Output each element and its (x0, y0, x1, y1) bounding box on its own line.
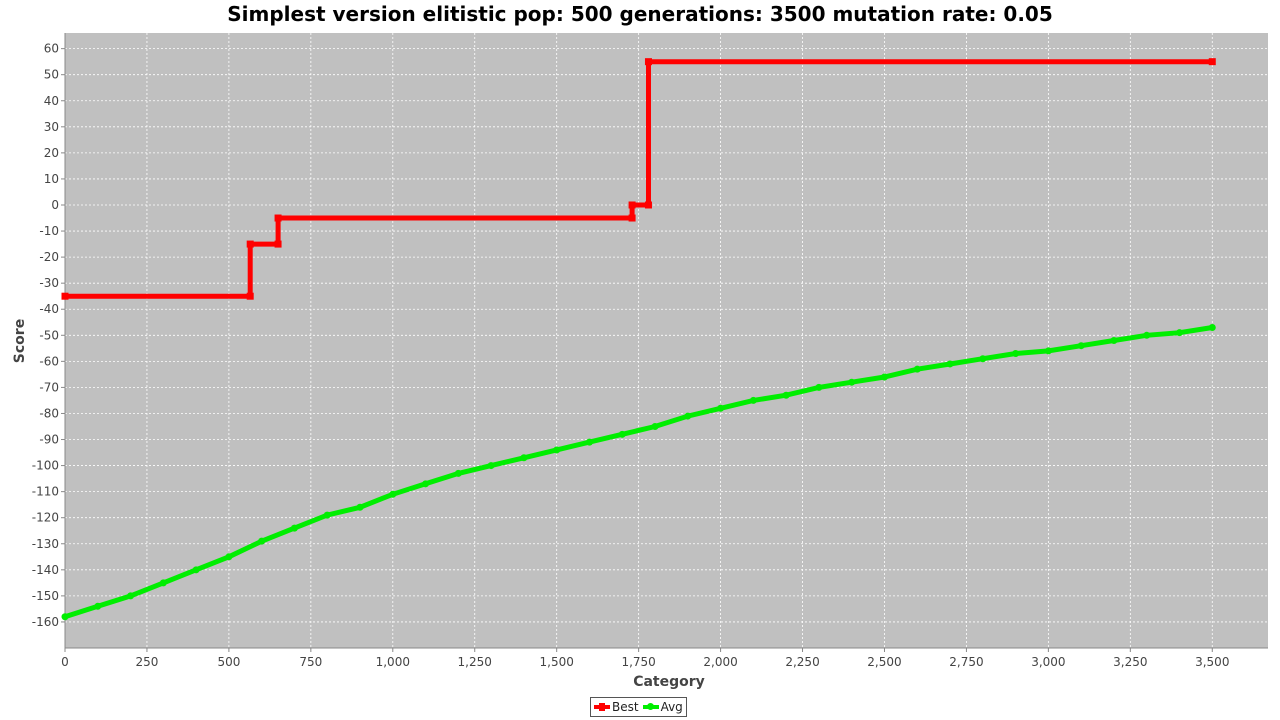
data-point-avg (94, 602, 102, 610)
data-point-avg (159, 579, 167, 587)
data-point-avg (422, 480, 430, 488)
legend-item-avg: Avg (642, 700, 683, 714)
data-point-best (274, 240, 282, 248)
y-tick-label: -120 (32, 511, 59, 525)
data-point-avg (454, 469, 462, 477)
x-tick-label: 250 (135, 655, 158, 669)
data-point-avg (717, 404, 725, 412)
y-tick-label: -130 (32, 537, 59, 551)
data-point-avg (127, 592, 135, 600)
data-point-avg (323, 511, 331, 519)
data-point-avg (1110, 337, 1118, 344)
y-tick-label: 10 (44, 172, 59, 186)
y-tick-label: -30 (39, 276, 59, 290)
y-tick-label: -60 (39, 354, 59, 368)
x-tick-label: 1,500 (540, 655, 574, 669)
y-axis-label: Score (12, 319, 28, 363)
y-tick-label: -20 (39, 250, 59, 264)
y-tick-label: -140 (32, 563, 59, 577)
x-tick-label: 3,500 (1195, 655, 1229, 669)
x-axis-label: Category (633, 674, 705, 690)
y-tick-label: -160 (32, 615, 59, 629)
series-line-best (65, 59, 1213, 299)
legend-label-avg: Avg (660, 700, 683, 714)
x-tick-label: 1,000 (376, 655, 410, 669)
data-point-avg (553, 446, 561, 454)
y-tick-label: 50 (44, 68, 59, 82)
data-point-avg (979, 355, 987, 363)
data-point-best (246, 292, 254, 300)
data-point-avg (61, 613, 69, 621)
y-tick-label: -90 (39, 433, 59, 447)
data-point-best (274, 214, 282, 222)
x-tick-label: 750 (299, 655, 322, 669)
data-point-avg (848, 378, 856, 386)
series-line-avg (64, 325, 1213, 620)
y-tick-label: -50 (39, 328, 59, 342)
data-point-avg (1143, 331, 1151, 339)
y-tick-label: -110 (32, 485, 59, 499)
x-tick-label: 2,750 (949, 655, 983, 669)
data-point-avg (1044, 347, 1052, 355)
data-point-best (61, 292, 69, 300)
x-tick-label: 2,000 (703, 655, 737, 669)
data-point-avg (585, 438, 593, 446)
data-point-avg (487, 462, 495, 470)
data-point-best (644, 58, 652, 66)
data-point-avg (258, 537, 266, 545)
data-point-avg (815, 383, 823, 391)
x-tick-label: 3,250 (1113, 655, 1147, 669)
data-point-avg (618, 430, 626, 438)
plot-area (65, 33, 1268, 648)
data-point-best (246, 240, 254, 248)
data-point-avg (1012, 350, 1020, 358)
y-tick-label: 0 (51, 198, 59, 212)
x-tick-label: 3,000 (1031, 655, 1065, 669)
data-point-avg (225, 553, 233, 561)
data-point-best (1208, 58, 1216, 66)
x-tick-label: 2,500 (867, 655, 901, 669)
data-point-avg (192, 566, 200, 574)
y-tick-label: 30 (44, 120, 59, 134)
chart-title: Simplest version elitistic pop: 500 gene… (227, 2, 1053, 26)
y-tick-label: -80 (39, 406, 59, 420)
x-tick-label: 1,750 (621, 655, 655, 669)
data-point-avg (1077, 342, 1085, 350)
data-point-avg (782, 391, 790, 399)
y-tick-label: 40 (44, 94, 59, 108)
y-tick-label: -40 (39, 302, 59, 316)
y-tick-label: -10 (39, 224, 59, 238)
legend-label-best: Best (612, 700, 639, 714)
y-tick-label: -100 (32, 459, 59, 473)
data-point-best (644, 201, 652, 209)
data-point-avg (946, 360, 954, 368)
legend-swatch-best (594, 702, 610, 712)
x-tick-label: 500 (217, 655, 240, 669)
chart-legend: Best Avg (590, 697, 687, 717)
data-point-avg (520, 454, 528, 462)
x-tick-label: 0 (61, 655, 69, 669)
data-point-avg (684, 412, 692, 420)
y-tick-label: 60 (44, 42, 59, 56)
data-point-best (628, 201, 636, 209)
data-point-avg (651, 422, 659, 430)
data-point-avg (1208, 323, 1216, 331)
data-point-best (628, 214, 636, 222)
data-point-avg (880, 373, 888, 381)
y-tick-label: -70 (39, 380, 59, 394)
y-tick-label: 20 (44, 146, 59, 160)
x-tick-label: 1,250 (458, 655, 492, 669)
data-point-avg (389, 490, 397, 498)
legend-item-best: Best (594, 700, 639, 714)
data-point-avg (290, 524, 298, 532)
data-point-avg (913, 365, 921, 373)
data-point-avg (749, 396, 757, 404)
x-tick-label: 2,250 (785, 655, 819, 669)
y-tick-label: -150 (32, 589, 59, 603)
data-point-avg (356, 503, 364, 511)
legend-swatch-avg (642, 702, 659, 712)
data-point-avg (1175, 329, 1183, 337)
